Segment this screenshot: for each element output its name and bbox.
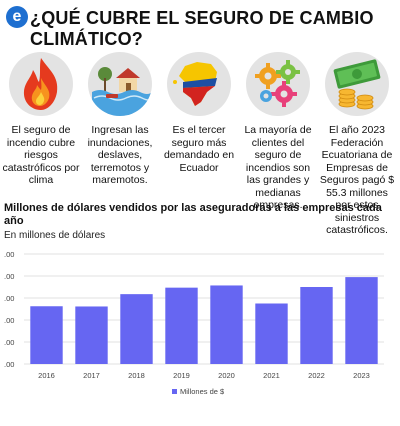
panel-caption: Es el tercer seguro más demandado en Ecu…: [163, 124, 235, 174]
x-tick-label: 2020: [218, 371, 235, 380]
fire-icon: [9, 52, 73, 116]
panel-caption: La mayoría de clientes del seguro de inc…: [244, 124, 312, 211]
money-coins-icon: [325, 52, 389, 116]
panel-caption: El seguro de incendio cubre riesgos cata…: [2, 124, 80, 186]
x-tick-label: 2019: [173, 371, 190, 380]
x-tick-label: 2016: [38, 371, 55, 380]
flood-house-icon: [88, 52, 152, 116]
x-tick-label: 2023: [353, 371, 370, 380]
legend-label: Millones de $: [180, 387, 225, 396]
header: e ¿QUÉ CUBRE EL SEGURO DE CAMBIO CLIMÁTI…: [0, 0, 400, 49]
y-tick-label: .00: [4, 338, 14, 347]
brand-logo: e: [6, 6, 28, 28]
bar: [165, 287, 198, 364]
x-tick-label: 2018: [128, 371, 145, 380]
y-tick-label: .00: [4, 250, 14, 259]
panel-caption: El año 2023 Federación Ecuatoriana de Em…: [319, 124, 395, 236]
bar: [75, 306, 108, 364]
icon-row: [0, 52, 400, 120]
chart-title: Millones de dólares vendidos por las ase…: [4, 202, 382, 227]
y-tick-label: .00: [4, 272, 14, 281]
captions-row: El seguro de incendio cubre riesgos cata…: [0, 124, 400, 236]
panel-caption: Ingresan las inundaciones, deslaves, ter…: [87, 124, 153, 186]
legend-swatch: [172, 389, 177, 394]
ecuador-map-icon: [167, 52, 231, 116]
bar: [255, 303, 288, 364]
x-tick-label: 2021: [263, 371, 280, 380]
chart-subtitle: En millones de dólares: [4, 230, 106, 241]
x-tick-label: 2017: [83, 371, 100, 380]
bar: [300, 287, 333, 364]
y-tick-label: .00: [4, 316, 14, 325]
bar: [345, 277, 378, 364]
y-tick-label: .00: [4, 360, 14, 369]
page-title: ¿QUÉ CUBRE EL SEGURO DE CAMBIO CLIMÁTICO…: [30, 8, 374, 49]
bar: [120, 294, 153, 364]
y-tick-label: .00: [4, 294, 14, 303]
gears-icon: [246, 52, 310, 116]
bar-chart: .00 .00 .00 .00 .00 .00 2016 2017 2018 2019 2020 20…: [4, 250, 384, 396]
bar: [30, 306, 63, 364]
bar: [210, 285, 243, 364]
x-tick-label: 2022: [308, 371, 325, 380]
